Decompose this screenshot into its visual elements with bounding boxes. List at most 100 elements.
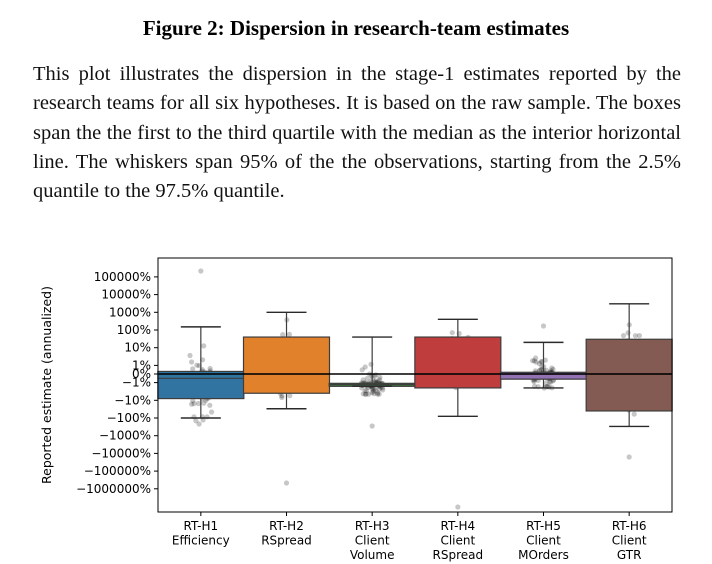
y-tick-label: 10000% [101,288,151,302]
box-rt-h4 [414,336,502,389]
data-point [207,402,213,408]
data-point [531,379,537,385]
x-tick-label: Client [440,534,475,548]
x-tick-label: MOrders [518,548,569,562]
box-rt-h2 [242,336,331,394]
y-tick-label: −10000% [91,446,151,460]
x-tick-label: RT-H6 [612,519,647,533]
outlier-point [283,480,290,486]
x-tick-label: Volume [350,548,395,562]
x-tick-label: Efficiency [172,534,230,548]
data-point [201,400,207,406]
y-axis: 100000% 10000% 1000% 100% 10% 1%0%−1% −10% −100… [76,270,158,496]
data-point [376,391,382,397]
data-point [191,401,197,407]
x-tick-label: Client [526,534,561,548]
data-point [632,333,639,339]
data-point [548,379,554,385]
data-point [370,388,376,394]
box-rt-h6 [585,338,673,412]
data-point [370,387,376,393]
data-point [625,330,631,336]
data-point [620,333,627,339]
plot-frame [157,257,673,513]
data-point [359,367,365,373]
data-point [279,393,285,399]
data-point [631,411,637,417]
data-point [189,359,195,365]
data-point [369,390,375,396]
data-point [190,366,196,372]
data-point [360,391,366,397]
x-tick-label: RSpread [261,534,312,548]
outlier-point [369,423,375,429]
data-point [371,391,377,397]
data-point [287,393,293,399]
data-point [360,377,366,383]
data-point [530,358,536,364]
data-point [543,380,549,387]
data-point [373,378,379,384]
x-tick-label: RT-H5 [526,519,561,533]
data-point [547,379,553,385]
data-point [537,367,543,373]
outlier-point [540,323,547,329]
x-tick-label: RT-H1 [183,519,218,533]
data-point [449,330,455,336]
data-point [377,374,383,380]
y-tick-label: −1000% [99,429,151,443]
y-tick-label: −100% [107,411,151,425]
box-rt-h1 [157,370,245,400]
data-point [549,365,555,371]
data-point [280,332,286,338]
y-tick-label: 1% [132,358,151,372]
x-tick-label: RT-H4 [440,519,475,533]
data-point [531,358,538,364]
data-point [538,366,545,373]
data-point [372,386,378,392]
data-point [533,355,539,361]
outlier-point [626,454,632,460]
data-point [209,409,215,415]
outlier-point [455,504,461,510]
data-point [636,333,643,339]
data-point [201,343,207,349]
y-tick-label: −10% [114,393,151,407]
data-point [366,391,372,397]
y-tick-label: 100000% [94,270,151,284]
data-point [190,398,196,404]
data-point [380,387,386,393]
x-tick-label: Client [612,534,647,548]
data-point [376,386,382,392]
y-tick-label: −1% [122,376,151,390]
x-axis: RT-H1EfficiencyRT-H2RSpreadRT-H3ClientVo… [172,512,647,562]
figure-title: Figure 2: Dispersion in research-team es… [142,16,570,40]
outlier-point [198,268,204,274]
data-point [193,418,199,424]
data-point [362,388,368,394]
data-point [189,401,195,407]
y-tick-label: 1000% [109,305,151,319]
figure-caption: This plot illustrates the dispersion in … [33,63,681,203]
data-point [369,385,375,391]
data-point [286,331,292,337]
data-point [362,391,368,397]
x-tick-label: RT-H2 [269,519,304,533]
y-tick-label: 10% [124,341,151,355]
data-point [550,366,556,373]
boxes-layer [157,303,673,428]
x-tick-label: RSpread [433,548,484,562]
data-point [362,364,368,370]
y-tick-label: −1000000% [76,482,151,496]
y-tick-label: 0% [132,367,151,381]
data-point [279,394,285,401]
data-point [187,352,193,359]
x-tick-label: RT-H3 [355,519,390,533]
data-point [374,391,381,397]
data-point [194,362,200,368]
x-tick-label: Client [355,534,390,548]
data-point [377,377,383,383]
y-tick-label: 100% [117,323,151,337]
data-point [364,387,370,394]
